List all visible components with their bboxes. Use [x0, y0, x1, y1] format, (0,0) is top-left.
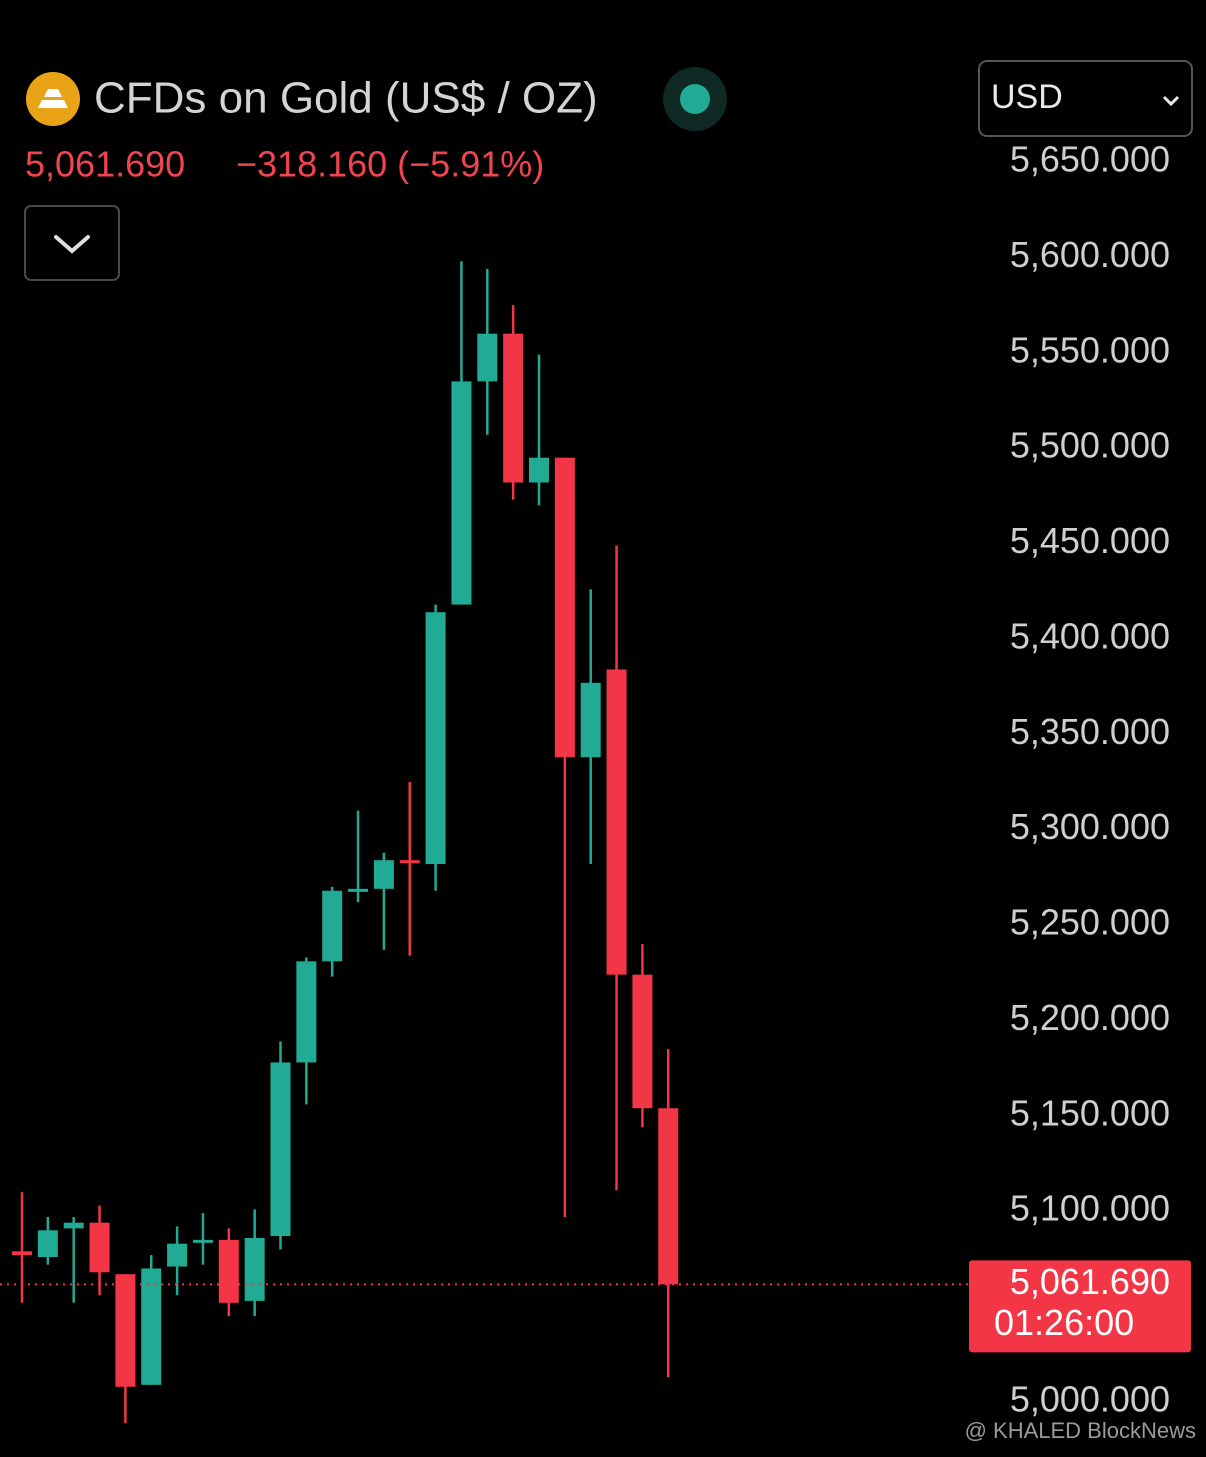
last-price-label: 5,061.690 [1010, 1261, 1170, 1302]
status-dot [680, 84, 710, 114]
candle-body [554, 457, 575, 758]
candle-body [218, 1239, 239, 1303]
candle-body [451, 381, 472, 605]
y-tick-label: 5,250.000 [1010, 902, 1170, 943]
gold-icon [26, 72, 80, 126]
y-tick-label: 5,100.000 [1010, 1188, 1170, 1229]
candle-body [12, 1251, 32, 1256]
watermark: @ KHALED BlockNews [965, 1418, 1196, 1443]
candle-body [477, 333, 498, 382]
candle-body [141, 1268, 162, 1385]
candle-body [89, 1222, 110, 1273]
candle-body [322, 890, 343, 962]
last-price-box [969, 1260, 1191, 1353]
y-tick-label: 5,500.000 [1010, 425, 1170, 466]
y-tick-label: 5,350.000 [1010, 711, 1170, 752]
currency-select[interactable] [978, 60, 1193, 137]
countdown: 01:26:00 [994, 1302, 1134, 1343]
candle-body [529, 457, 549, 483]
candle-body [580, 682, 601, 758]
y-tick-label: 5,400.000 [1010, 615, 1170, 656]
y-tick-label: 5,450.000 [1010, 520, 1170, 561]
candle-body [167, 1243, 188, 1267]
candle-body [348, 888, 369, 892]
y-tick-label: 5,200.000 [1010, 997, 1170, 1038]
y-tick-label: 5,600.000 [1010, 234, 1170, 275]
candle-body [244, 1237, 265, 1301]
y-tick-label: 5,650.000 [1010, 139, 1170, 180]
candle-body [192, 1239, 213, 1243]
candle-body [296, 961, 317, 1063]
candle-body [63, 1222, 84, 1229]
y-tick-label: 5,550.000 [1010, 329, 1170, 370]
currency: USD [991, 78, 1063, 116]
candle-body [373, 860, 394, 889]
candle-body [658, 1108, 679, 1285]
candle-body [270, 1062, 291, 1237]
candle-body [37, 1230, 58, 1258]
price: 5,061.690 [25, 144, 185, 185]
price-change: −318.160 (−5.91%) [236, 144, 544, 185]
candle-body [503, 333, 524, 483]
select-chevron [1162, 95, 1180, 107]
candle-body [115, 1274, 136, 1387]
candle-body [632, 974, 653, 1109]
chart-title: CFDs on Gold (US$ / OZ) [94, 74, 598, 123]
expand-button[interactable] [24, 205, 120, 281]
y-tick-label: 5,300.000 [1010, 806, 1170, 847]
candle-body [399, 860, 420, 864]
y-tick-label: 5,150.000 [1010, 1092, 1170, 1133]
candle-body [425, 612, 446, 865]
candle-body [606, 669, 627, 975]
y-tick-label: 5,000.000 [1010, 1379, 1170, 1420]
gold-icon-bars [38, 89, 68, 108]
chevron [54, 235, 90, 254]
